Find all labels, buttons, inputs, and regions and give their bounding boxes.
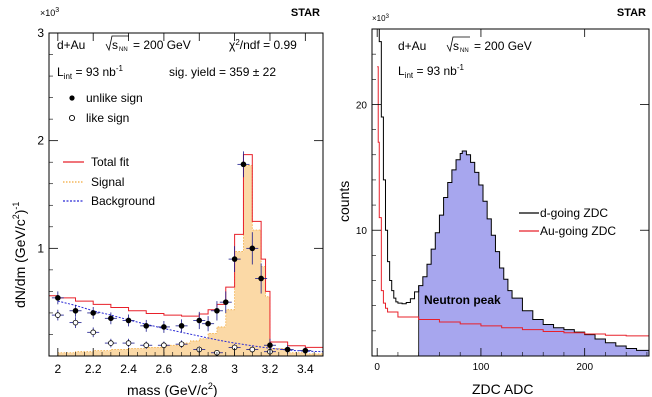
unlike-sign-point (219, 291, 232, 313)
signal-histogram (57, 165, 324, 357)
svg-text:s: s (112, 38, 118, 52)
right-y-ticks: 10 20 (356, 53, 649, 332)
left-frame (48, 32, 324, 357)
left-x-tick-label: 2.2 (85, 362, 102, 376)
legend-like-sign: like sign (86, 111, 129, 125)
left-panel: 2 2.2 2.4 2.6 2.8 3 3.2 3.4 123 ×103 STAR d+Au … (11, 7, 324, 397)
right-energy-label: = 200 GeV (474, 39, 532, 53)
left-x-axis-label: mass (GeV/c2) (127, 381, 218, 397)
d-going-histogram (377, 28, 650, 352)
left-y-tick-label: 3 (37, 26, 44, 40)
unlike-sign-point (263, 338, 276, 352)
like-sign-point (69, 317, 82, 329)
au-going-histogram (377, 66, 650, 337)
like-sign-point (157, 341, 170, 350)
left-x-tick-label: 2.8 (191, 362, 208, 376)
left-curve-legend: Total fit Signal Background (63, 155, 155, 208)
legend-signal: Signal (91, 175, 124, 189)
left-x-tick-label: 2.6 (156, 362, 173, 376)
left-sqrt-s: s NN = 200 GeV (105, 35, 191, 53)
neutron-peak-fill (418, 150, 649, 356)
unlike-sign-point (104, 312, 117, 325)
like-sign-point (228, 344, 241, 351)
legend-filled-circle-icon (69, 95, 75, 101)
unlike-sign-point (246, 232, 259, 265)
right-x-tick-label: 100 (473, 362, 490, 373)
left-x-tick-label: 2 (54, 362, 61, 376)
left-x-tick-label: 3.2 (262, 362, 279, 376)
left-chi2-label: χ2/ndf = 0.99 (229, 38, 297, 52)
right-x-ticks: 0 100 200 (374, 29, 648, 373)
legend-background: Background (91, 194, 155, 208)
right-star-label: STAR (617, 7, 646, 19)
legend-open-circle-icon (68, 114, 76, 122)
unlike-sign-point (228, 246, 241, 273)
left-lumi-label: Lint = 93 nb-1 (57, 64, 124, 81)
left-marker-legend: unlike sign like sign (68, 91, 143, 125)
left-sig-yield-label: sig. yield = 359 ± 22 (169, 65, 276, 79)
right-y-tick-label: 20 (356, 100, 368, 111)
left-x-tick-label: 3 (231, 362, 238, 376)
like-sign-point (122, 338, 135, 348)
right-system-label: d+Au (398, 39, 426, 53)
unlike-sign-point (87, 307, 100, 319)
right-sqrt-s: s NN = 200 GeV (446, 36, 532, 54)
like-sign-point (87, 327, 100, 338)
legend-au-going: Au-going ZDC (540, 224, 616, 238)
unlike-sign-point (237, 151, 250, 178)
left-star-label: STAR (291, 7, 320, 19)
unlike-sign-point (51, 291, 64, 305)
right-x-tick-label: 200 (576, 362, 593, 373)
unlike-sign-point (157, 321, 170, 333)
unlike-sign-point (210, 301, 223, 321)
legend-d-going: d-going ZDC (540, 206, 608, 220)
left-y-axis-label: dN/dm (GeV/c2)-1 (11, 202, 28, 308)
unlike-sign-point (122, 314, 135, 327)
like-sign-point (246, 346, 259, 353)
right-y-axis-label: counts (336, 181, 352, 222)
background-curve (57, 300, 324, 353)
left-plot-area (49, 151, 324, 357)
svg-text:s: s (453, 39, 459, 53)
left-y-tick-label: 1 (37, 241, 44, 255)
right-x-axis-label: ZDC ADC (472, 381, 533, 397)
unlike-sign-point (175, 319, 188, 333)
left-x-tick-label: 2.4 (120, 362, 137, 376)
left-system-label: d+Au (57, 38, 85, 52)
like-sign-point (104, 338, 117, 348)
unlike-sign-point (140, 319, 153, 332)
unlike-sign-point (255, 263, 268, 294)
right-lumi-label: Lint = 93 nb-1 (398, 63, 465, 80)
left-x-ticks: 2 2.2 2.4 2.6 2.8 3 3.2 3.4 (54, 33, 324, 376)
unlike-sign-point (193, 311, 206, 330)
right-plot-area (377, 28, 650, 356)
svg-text:NN: NN (119, 47, 128, 53)
legend-unlike-sign: unlike sign (86, 91, 143, 105)
right-x-tick-label: 0 (374, 362, 380, 373)
right-frame (371, 28, 650, 357)
like-sign-point (51, 309, 64, 321)
like-sign-point (140, 341, 153, 350)
unlike-sign-point (202, 316, 215, 332)
unlike-sign-point (69, 304, 82, 317)
right-y-tick-label: 10 (356, 226, 368, 237)
left-y-ticks: 1 2 3 (37, 26, 323, 335)
left-y-multiplier: ×103 (40, 7, 59, 18)
right-legend: d-going ZDC Au-going ZDC (519, 206, 616, 238)
right-y-multiplier: ×103 (372, 14, 390, 23)
neutron-peak-label: Neutron peak (424, 293, 501, 307)
right-panel: 0 100 200 10 20 ×103 STAR d+Au s NN = 200 G… (336, 7, 650, 397)
svg-text:NN: NN (460, 48, 469, 54)
like-sign-point (175, 340, 188, 348)
left-x-tick-label: 3.4 (297, 362, 314, 376)
left-y-tick-label: 2 (37, 134, 44, 148)
legend-total-fit: Total fit (91, 155, 130, 169)
left-energy-label: = 200 GeV (133, 38, 191, 52)
